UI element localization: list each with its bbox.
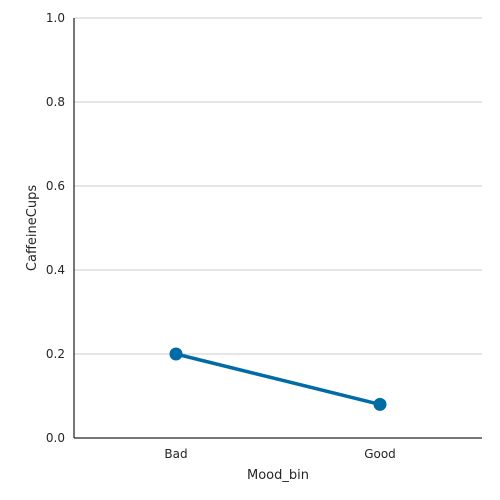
gridlines <box>74 17 482 355</box>
data-point-good <box>373 397 387 411</box>
y-axis-title: CaffeineCups <box>25 185 40 271</box>
series-caffeine <box>169 347 387 411</box>
series-line <box>174 352 382 407</box>
y-tick-label: 0.6 <box>46 179 65 193</box>
x-tick-label: Bad <box>164 447 187 461</box>
data-point-bad <box>169 347 183 361</box>
y-tick-labels: 0.0 0.2 0.4 0.6 0.8 1.0 <box>46 11 65 445</box>
y-tick-label: 0.0 <box>46 431 65 445</box>
x-axis-title: Mood_bin <box>247 468 309 483</box>
x-tick-labels: Bad Good <box>164 447 395 461</box>
y-tick-label: 0.8 <box>46 95 65 109</box>
y-tick-label: 0.4 <box>46 263 65 277</box>
y-tick-label: 0.2 <box>46 347 65 361</box>
x-tick-label: Good <box>364 447 396 461</box>
y-tick-label: 1.0 <box>46 11 65 25</box>
